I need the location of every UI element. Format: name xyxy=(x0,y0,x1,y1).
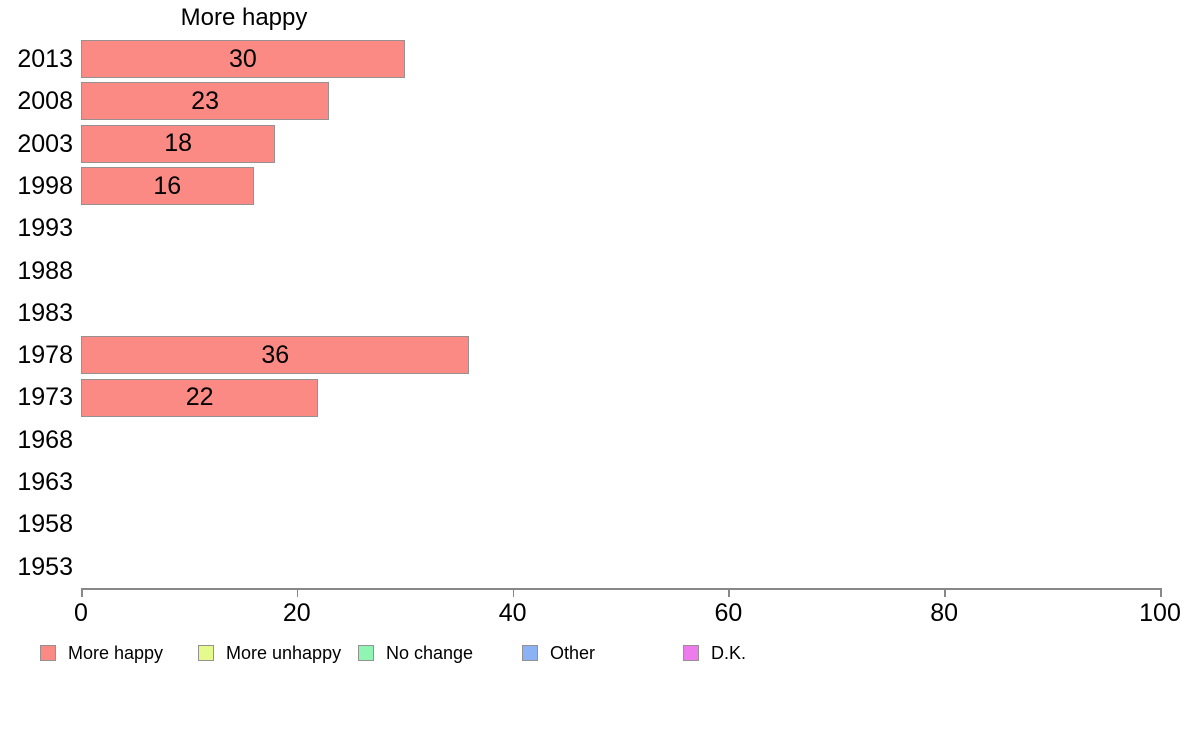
legend-label: No change xyxy=(386,642,474,663)
x-axis-tick xyxy=(1160,588,1162,597)
y-axis-label: 2003 xyxy=(17,129,73,158)
y-axis-label: 1998 xyxy=(17,171,73,200)
x-axis-tick-label: 0 xyxy=(74,599,88,627)
x-axis-tick-label: 60 xyxy=(714,599,743,627)
x-axis-tick xyxy=(512,588,515,597)
y-axis-label: 1993 xyxy=(17,214,73,243)
y-axis-label: 1968 xyxy=(17,425,73,454)
x-axis-tick-label: 20 xyxy=(282,599,311,627)
bar-value-label: 30 xyxy=(228,44,257,73)
y-axis-label: 2008 xyxy=(17,87,73,116)
legend-swatch xyxy=(198,645,214,661)
bar: 30 xyxy=(81,40,405,79)
y-axis-label: 1983 xyxy=(17,298,73,327)
legend-item: No change xyxy=(358,642,474,663)
bar: 36 xyxy=(81,336,470,375)
y-axis-label: 1958 xyxy=(17,510,73,539)
x-axis-tick-label: 80 xyxy=(930,599,959,627)
legend-label: More unhappy xyxy=(226,642,342,663)
legend-item: Other xyxy=(522,642,596,663)
bar: 16 xyxy=(81,167,254,206)
legend-item: More happy xyxy=(40,642,164,663)
y-axis-label: 2013 xyxy=(17,45,73,73)
y-axis-label: 1963 xyxy=(17,468,73,497)
x-axis-tick-label: 100 xyxy=(1139,599,1181,627)
bar-value-label: 22 xyxy=(185,383,214,412)
legend-item: More unhappy xyxy=(198,642,342,663)
y-axis-label: 1973 xyxy=(17,383,73,412)
x-axis-tick xyxy=(81,588,83,597)
bar-value-label: 18 xyxy=(164,129,193,158)
legend-label: D.K. xyxy=(711,642,747,663)
y-axis-label: 1988 xyxy=(17,256,73,285)
legend-label: More happy xyxy=(68,642,164,663)
x-axis-tick-label: 40 xyxy=(498,599,527,627)
legend-label: Other xyxy=(550,642,596,663)
legend-item: D.K. xyxy=(683,642,747,663)
bar: 23 xyxy=(81,82,330,121)
x-axis-line xyxy=(81,588,1160,590)
legend-swatch xyxy=(683,645,699,661)
x-axis-tick xyxy=(296,588,299,597)
x-axis-tick xyxy=(944,588,946,597)
bar: 18 xyxy=(81,124,276,163)
bar-value-label: 16 xyxy=(153,171,182,200)
legend-swatch xyxy=(522,645,538,661)
chart-title: More happy xyxy=(180,4,308,31)
y-axis-label: 1953 xyxy=(17,552,73,581)
bar-value-label: 36 xyxy=(261,340,290,369)
legend-swatch xyxy=(40,645,56,661)
legend-swatch xyxy=(358,645,374,661)
bar: 22 xyxy=(81,378,319,417)
bar-value-label: 23 xyxy=(191,86,219,115)
x-axis-tick xyxy=(728,588,730,597)
y-axis-label: 1978 xyxy=(17,341,73,370)
